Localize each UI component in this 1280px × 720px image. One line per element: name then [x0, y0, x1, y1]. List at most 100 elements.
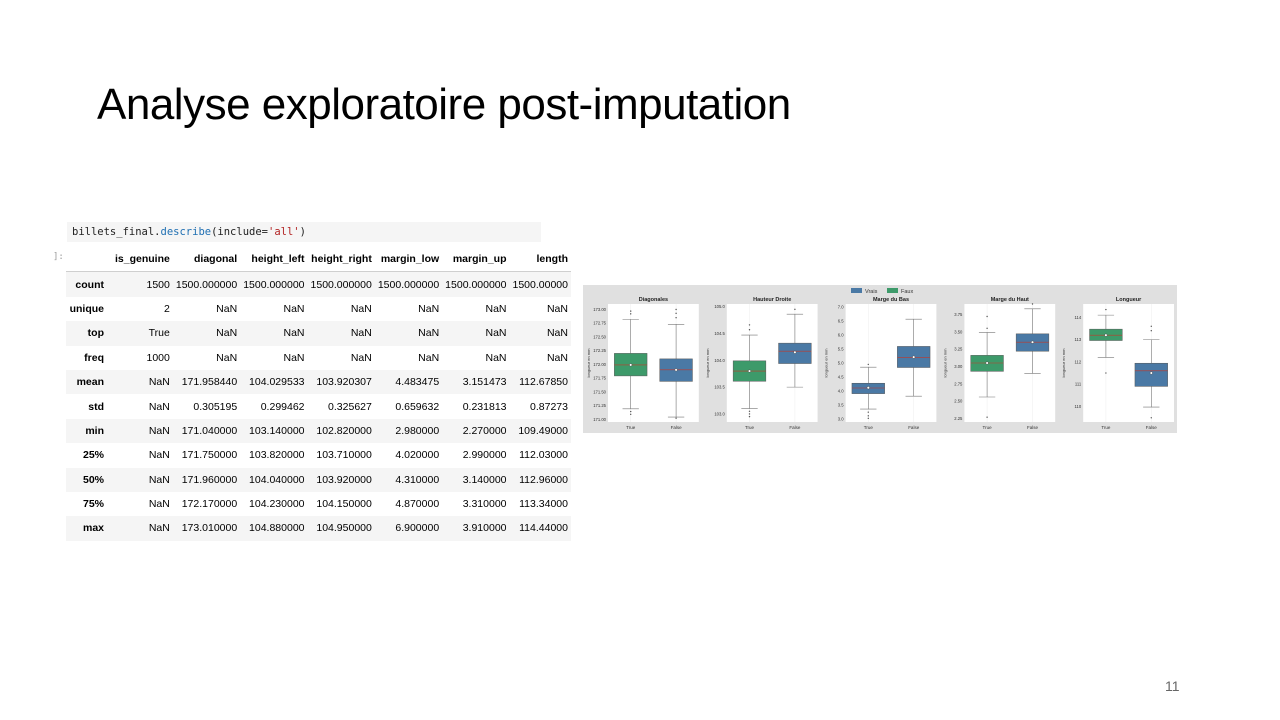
table-cell: NaN — [148, 473, 170, 486]
outlier-point — [675, 308, 677, 311]
mean-marker — [747, 369, 751, 373]
y-tick-label: 3.0 — [838, 417, 844, 422]
table-cell: NaN — [350, 302, 372, 315]
y-tick-label: 5.5 — [838, 346, 844, 351]
table-cell: 2.980000 — [395, 424, 440, 437]
y-tick-label: 110 — [1075, 404, 1082, 409]
legend-swatch-vrais — [851, 288, 862, 293]
y-tick-label: 2.75 — [954, 381, 963, 386]
y-tick-label: 104.5 — [714, 331, 725, 336]
mean-marker — [793, 350, 797, 354]
outlier-point — [1105, 372, 1107, 374]
y-tick-label: 3.5 — [838, 403, 844, 408]
table-cell: NaN — [418, 302, 440, 315]
table-cell: NaN — [216, 327, 238, 340]
table-cell: 171.960000 — [181, 473, 238, 486]
legend-swatch-faux — [887, 288, 898, 293]
table-cell: NaN — [148, 498, 170, 511]
table-row: std NaN 0.305195 0.299462 0.325627 0.659632 0.… — [66, 394, 571, 418]
outlier-point — [1150, 330, 1152, 332]
table-cell: NaN — [546, 327, 568, 340]
table-row: max NaN 173.010000 104.880000 104.950000 6.90… — [66, 516, 571, 541]
y-tick-label: 172.00 — [593, 362, 606, 367]
outlier-point — [867, 415, 869, 417]
y-tick-label: 2.50 — [954, 399, 963, 404]
table-cell: NaN — [216, 302, 238, 315]
row-label: 25% — [82, 449, 104, 462]
x-tick-label: False — [671, 425, 683, 430]
outlier-point — [748, 324, 751, 326]
mean-marker — [1031, 340, 1035, 344]
table-cell: 103.920000 — [316, 473, 372, 486]
table-cell: 109.49000 — [518, 424, 568, 437]
outlier-point — [867, 417, 869, 420]
describe-table: is_genuine diagonal height_left height_righ… — [66, 247, 571, 541]
mean-marker — [866, 386, 870, 390]
table-cell: True — [148, 327, 170, 340]
outlier-point — [748, 329, 751, 331]
panel-title: Longueur — [1116, 297, 1142, 303]
table-cell: 1500 — [146, 278, 170, 291]
table-cell: 0.659632 — [395, 400, 440, 413]
table-cell: 104.040000 — [249, 473, 305, 486]
column-header: length — [509, 247, 571, 273]
y-tick-label: 171.75 — [593, 376, 606, 381]
y-tick-label: 172.75 — [593, 321, 606, 326]
x-tick-label: True — [1101, 425, 1111, 430]
y-tick-label: 111 — [1075, 382, 1082, 387]
column-header: height_right — [307, 247, 375, 273]
outlier-point — [675, 317, 677, 319]
y-tick-label: 104.0 — [714, 358, 725, 363]
table-cell: 4.870000 — [395, 498, 440, 511]
table-cell: NaN — [546, 351, 568, 364]
table-cell: NaN — [485, 351, 507, 364]
y-tick-label: 3.25 — [954, 347, 963, 352]
y-tick-label: 3.50 — [954, 329, 963, 334]
y-tick-label: 103.0 — [714, 411, 725, 416]
outlier-point — [1031, 303, 1034, 305]
table-cell: 3.310000 — [462, 498, 507, 511]
panel-title: Marge du Haut — [991, 297, 1029, 303]
outlier-point — [867, 411, 869, 413]
page-number: 11 — [1165, 678, 1180, 694]
y-tick-label: 3.00 — [954, 364, 963, 369]
table-cell: NaN — [148, 424, 170, 437]
y-tick-label: 6.5 — [838, 318, 844, 323]
table-cell: 104.150000 — [316, 498, 372, 511]
table-cell: 1500.000000 — [377, 278, 440, 291]
table-cell: 0.299462 — [260, 400, 305, 413]
table-row: count 1500 1500.000000 1500.000000 1500.0000… — [66, 271, 571, 297]
y-axis-label: longueur en mm — [942, 348, 947, 378]
table-cell: 0.325627 — [328, 400, 372, 413]
code-method: describe — [160, 226, 212, 238]
code-cell[interactable]: billets_final.describe(include='all') — [67, 222, 541, 242]
table-row: 75% NaN 172.170000 104.230000 104.150000 4.87… — [66, 492, 571, 516]
y-tick-label: 4.5 — [838, 375, 844, 380]
x-tick-label: True — [983, 425, 993, 430]
y-tick-label: 172.25 — [593, 348, 606, 353]
y-tick-label: 6.0 — [838, 332, 844, 337]
outlier-point — [986, 327, 988, 329]
table-cell: 171.040000 — [181, 424, 238, 437]
y-tick-label: 171.00 — [593, 417, 606, 422]
row-label: 75% — [82, 498, 104, 511]
table-cell: 2.990000 — [462, 449, 507, 462]
legend-label-vrais: Vrais — [865, 289, 878, 295]
table-row: freq 1000 NaN NaN NaN NaN NaN NaN — [66, 346, 571, 370]
table-cell: 103.920307 — [316, 376, 372, 389]
table-cell: 1500.000000 — [243, 278, 305, 291]
table-cell: 2 — [164, 302, 170, 315]
row-label: top — [87, 327, 104, 340]
outlier-point — [986, 315, 988, 318]
table-cell: 112.03000 — [519, 449, 568, 462]
code-close: ) — [299, 226, 306, 238]
table-cell: 102.820000 — [316, 424, 372, 437]
table-row: top True NaN NaN NaN NaN NaN NaN — [66, 321, 571, 346]
code-prefix: billets_final. — [72, 226, 161, 238]
column-header — [66, 247, 112, 273]
table-cell: 173.010000 — [181, 522, 238, 535]
legend-label-faux: Faux — [901, 289, 913, 295]
table-cell: NaN — [546, 302, 568, 315]
table-cell: 4.020000 — [395, 449, 440, 462]
table-cell: 104.950000 — [316, 522, 372, 535]
